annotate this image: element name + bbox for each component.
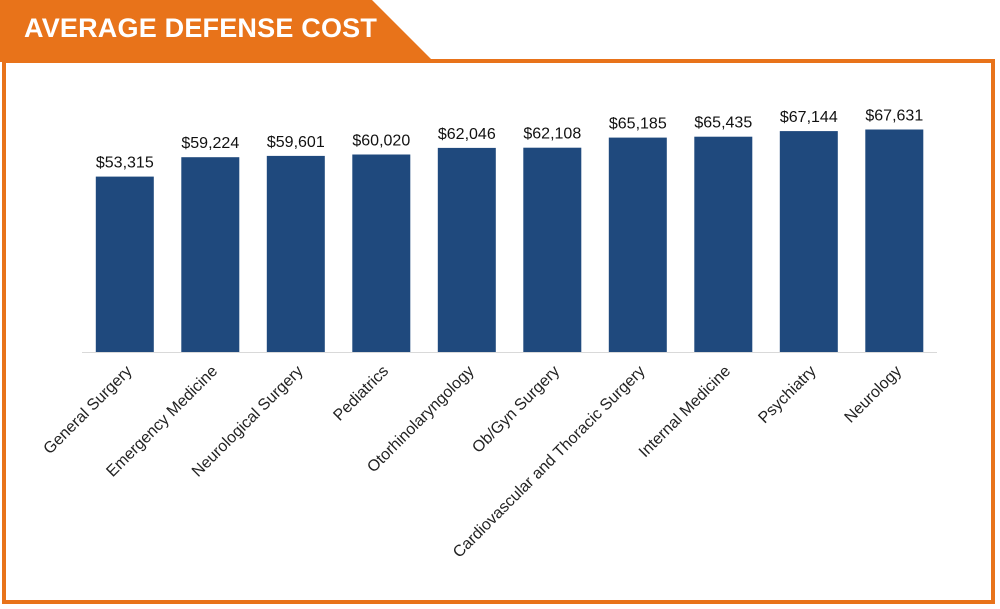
category-label-6: Cardiovascular and Thoracic Surgery (450, 363, 649, 562)
data-label-4: $62,046 (438, 126, 496, 143)
title-tab: AVERAGE DEFENSE COST (0, 0, 440, 62)
category-label-0: General Surgery (41, 363, 136, 458)
data-label-5: $62,108 (523, 126, 581, 143)
bar-0 (95, 176, 154, 352)
data-label-2: $59,601 (267, 134, 325, 151)
data-label-9: $67,631 (865, 108, 923, 125)
data-label-1: $59,224 (181, 135, 239, 152)
bar-2 (266, 155, 325, 352)
category-label-5: Ob/Gyn Surgery (469, 363, 563, 457)
bar-1 (181, 157, 240, 352)
category-label-7: Internal Medicine (636, 363, 734, 461)
data-label-0: $53,315 (96, 155, 154, 172)
chart-title: AVERAGE DEFENSE COST (24, 13, 378, 43)
category-label-3: Pediatrics (330, 363, 392, 425)
bar-6 (608, 137, 667, 352)
category-label-8: Psychiatry (755, 363, 819, 427)
bar-4 (437, 147, 496, 352)
title-tab-shape (0, 0, 434, 62)
data-label-3: $60,020 (352, 133, 410, 150)
data-label-6: $65,185 (609, 116, 667, 133)
bar-5 (523, 147, 582, 352)
data-label-7: $65,435 (694, 115, 752, 132)
bar-8 (779, 131, 838, 352)
category-label-9: Neurology (842, 363, 906, 427)
data-label-8: $67,144 (780, 109, 838, 126)
chart-frame (2, 59, 995, 604)
bar-9 (865, 129, 924, 352)
bar-3 (352, 154, 411, 352)
bar-7 (694, 136, 753, 352)
